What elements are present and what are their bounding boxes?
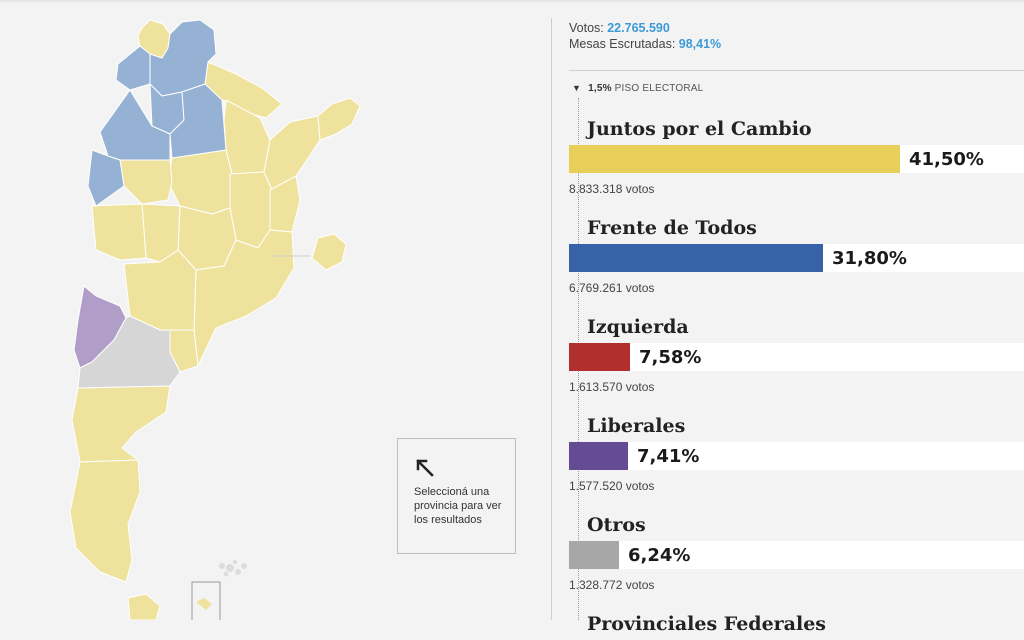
party-row: Otros 6,24% 1.328.772 votos bbox=[569, 513, 1024, 592]
party-row: Liberales 7,41% 1.577.520 votos bbox=[569, 414, 1024, 493]
antarctica-shape bbox=[196, 598, 212, 610]
province-entre-rios[interactable] bbox=[269, 175, 301, 233]
party-bar-fill bbox=[569, 541, 619, 569]
party-row: Juntos por el Cambio 41,50% 8.833.318 voto… bbox=[569, 117, 1024, 196]
malvinas-islands bbox=[219, 560, 247, 577]
party-row: Izquierda 7,58% 1.613.570 votos bbox=[569, 315, 1024, 394]
party-bar-fill bbox=[569, 145, 900, 173]
summary-stats: Votos: 22.765.590 Mesas Escrutadas: 98,4… bbox=[569, 20, 721, 52]
party-votes: 6.769.261 votos bbox=[569, 281, 655, 295]
threshold-label: PISO ELECTORAL bbox=[614, 83, 704, 94]
triangle-down-icon: ▼ bbox=[572, 83, 582, 93]
province-neuquen[interactable] bbox=[77, 315, 181, 389]
party-votes: 1.328.772 votos bbox=[569, 578, 655, 592]
party-row: Provinciales Federales bbox=[569, 612, 1024, 640]
tables-line: Mesas Escrutadas: 98,41% bbox=[569, 36, 721, 52]
map-svg bbox=[69, 19, 361, 620]
party-row: Frente de Todos 31,80% 6.769.261 votos bbox=[569, 216, 1024, 295]
province-jujuy-north[interactable] bbox=[115, 45, 151, 91]
party-votes: 8.833.318 votos bbox=[569, 182, 655, 196]
province-caba-inset[interactable] bbox=[311, 233, 347, 271]
votes-value: 22.765.590 bbox=[607, 21, 670, 35]
party-percentage: 7,41% bbox=[637, 446, 700, 467]
electoral-threshold: ▼ 1,5% PISO ELECTORAL bbox=[572, 83, 703, 94]
province-misiones[interactable] bbox=[317, 97, 361, 141]
party-votes: 1.577.520 votos bbox=[569, 479, 655, 493]
hint-text: Seleccioná una provincia para ver los re… bbox=[414, 486, 502, 526]
panel-divider bbox=[551, 18, 552, 620]
select-province-hint: Seleccioná una provincia para ver los re… bbox=[397, 438, 516, 554]
province-san-juan[interactable] bbox=[91, 203, 147, 261]
province-santa-cruz[interactable] bbox=[69, 459, 141, 583]
party-bar-track: 7,41% bbox=[569, 442, 1024, 470]
votes-label: Votos: bbox=[569, 21, 604, 35]
party-percentage: 6,24% bbox=[628, 545, 691, 566]
party-name: Otros bbox=[587, 514, 646, 536]
party-name: Juntos por el Cambio bbox=[587, 118, 812, 140]
tables-value: 98,41% bbox=[678, 37, 722, 51]
arrow-up-left-icon bbox=[416, 459, 434, 477]
party-bar-track: 31,80% bbox=[569, 244, 1024, 272]
party-bar-track: 6,24% bbox=[569, 541, 1024, 569]
province-chubut[interactable] bbox=[71, 385, 171, 463]
party-bar-fill bbox=[569, 343, 630, 371]
province-la-rioja[interactable] bbox=[119, 159, 173, 205]
argentina-map bbox=[69, 19, 361, 620]
party-bar-track: 7,58% bbox=[569, 343, 1024, 371]
party-bar-track: 41,50% bbox=[569, 145, 1024, 173]
threshold-value: 1,5% bbox=[588, 83, 612, 94]
province-tierra-del-fuego[interactable] bbox=[127, 593, 161, 620]
party-bar-fill bbox=[569, 244, 823, 272]
party-percentage: 31,80% bbox=[832, 248, 907, 269]
votes-line: Votos: 22.765.590 bbox=[569, 20, 721, 36]
top-rule bbox=[0, 0, 1024, 2]
province-la-rioja-west[interactable] bbox=[87, 149, 125, 207]
party-name: Liberales bbox=[587, 415, 686, 437]
party-votes: 1.613.570 votos bbox=[569, 380, 655, 394]
party-name: Provinciales Federales bbox=[587, 613, 826, 635]
party-name: Frente de Todos bbox=[587, 217, 757, 239]
tables-label: Mesas Escrutadas: bbox=[569, 37, 676, 51]
party-name: Izquierda bbox=[587, 316, 689, 338]
stats-rule bbox=[569, 70, 1024, 71]
party-percentage: 41,50% bbox=[909, 149, 984, 170]
party-percentage: 7,58% bbox=[639, 347, 702, 368]
party-bar-fill bbox=[569, 442, 628, 470]
province-santiago[interactable] bbox=[167, 149, 233, 215]
province-santiago-north[interactable] bbox=[169, 83, 227, 159]
